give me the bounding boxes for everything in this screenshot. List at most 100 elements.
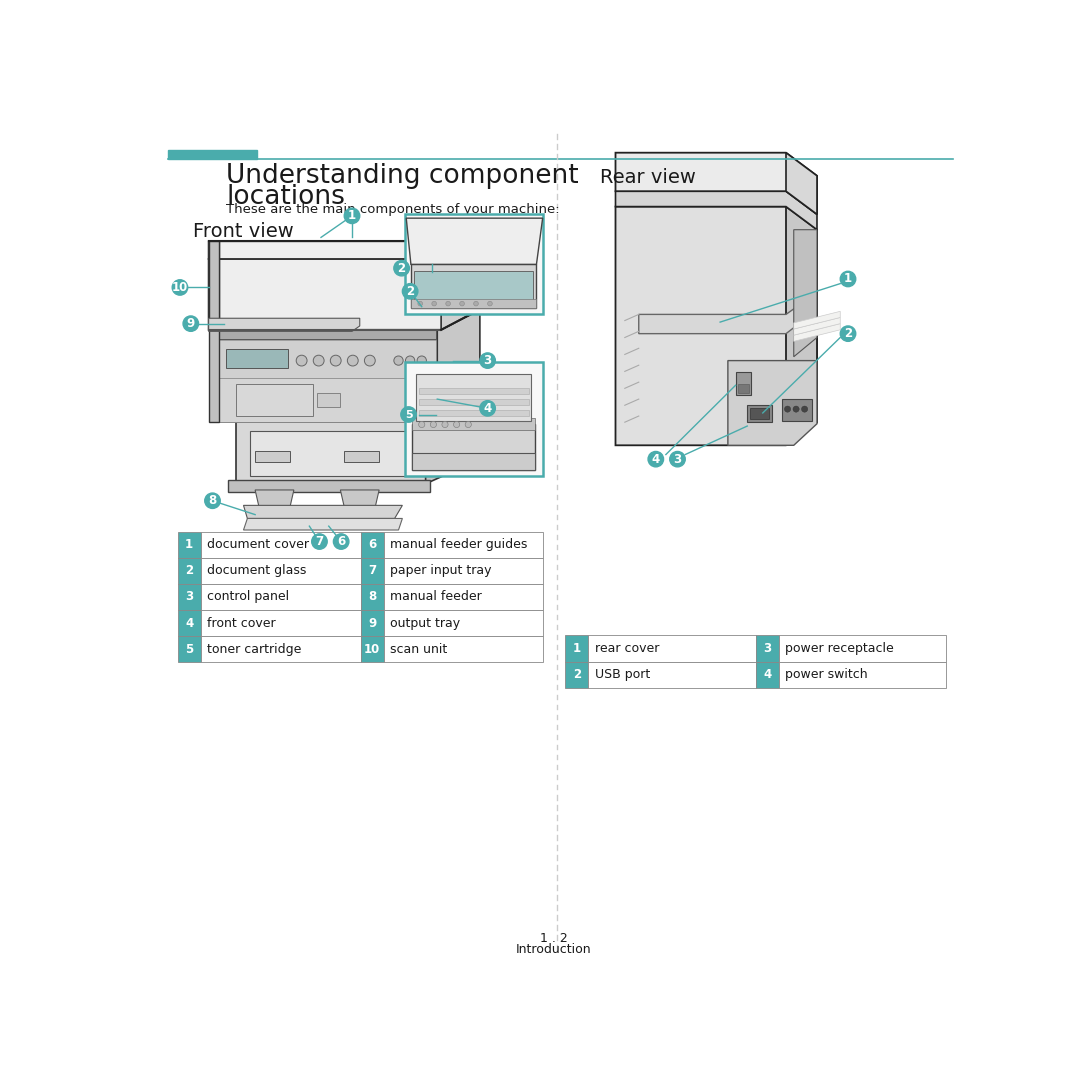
Circle shape [488,301,492,306]
Text: Understanding component: Understanding component [227,163,579,189]
Circle shape [474,301,478,306]
Text: Front view: Front view [193,222,294,241]
Text: USB port: USB port [595,669,650,681]
Polygon shape [410,265,537,308]
Circle shape [784,406,791,413]
Circle shape [442,421,448,428]
Text: 2: 2 [406,285,415,298]
Text: 1: 1 [185,538,193,551]
Circle shape [172,280,188,295]
Bar [383,610,543,636]
Circle shape [430,421,436,428]
Bar [413,418,535,430]
Circle shape [801,406,808,413]
Text: 3: 3 [484,354,491,367]
Polygon shape [235,422,426,484]
Text: 3: 3 [764,643,771,656]
Polygon shape [616,206,816,445]
Bar [419,400,529,405]
Text: 7: 7 [315,535,324,548]
Bar [565,662,589,688]
Text: rear cover: rear cover [595,643,659,656]
Text: 1: 1 [348,210,356,222]
Text: 5: 5 [405,409,413,419]
Text: 9: 9 [368,617,376,630]
Text: power receptacle: power receptacle [785,643,894,656]
Bar [345,451,379,462]
Text: Rear view: Rear view [600,168,696,187]
Bar [383,557,543,584]
Bar [419,410,529,416]
Text: 4: 4 [185,617,193,630]
Text: 2: 2 [397,261,406,274]
Polygon shape [255,490,294,507]
Bar [201,610,361,636]
Polygon shape [218,378,435,422]
Text: 10: 10 [364,643,380,656]
Bar [405,362,542,476]
Text: 3: 3 [185,591,193,604]
Text: Introduction: Introduction [515,943,592,956]
Bar [255,451,291,462]
Bar [779,635,946,662]
Text: locations: locations [227,184,346,210]
Text: scan unit: scan unit [390,643,447,656]
Bar [413,423,535,470]
Polygon shape [218,340,435,378]
Text: 9: 9 [187,318,194,330]
Text: power switch: power switch [785,669,868,681]
Polygon shape [243,505,403,518]
Circle shape [480,353,496,368]
Polygon shape [794,230,816,356]
Bar [235,383,313,416]
Circle shape [296,355,307,366]
Bar [361,584,383,610]
Polygon shape [794,311,840,329]
Bar [383,531,543,557]
Circle shape [417,356,427,365]
Bar [416,375,531,421]
Circle shape [183,316,199,332]
Text: manual feeder: manual feeder [390,591,482,604]
Bar [565,635,589,662]
Circle shape [312,534,327,550]
Circle shape [403,284,418,299]
Bar [167,150,257,159]
Bar [361,610,383,636]
Circle shape [418,301,422,306]
Polygon shape [638,295,813,334]
Polygon shape [216,329,437,422]
Text: 6: 6 [337,535,346,548]
Text: 6: 6 [368,538,376,551]
Text: 1 . 2: 1 . 2 [540,932,567,945]
Bar [227,349,288,368]
Bar [589,635,756,662]
Polygon shape [728,361,816,445]
Polygon shape [208,239,482,329]
Text: 2: 2 [185,565,193,578]
Bar [756,662,779,688]
Bar [177,610,201,636]
Polygon shape [218,329,435,339]
Polygon shape [794,324,840,341]
Text: 8: 8 [208,495,217,508]
Bar [177,557,201,584]
Text: These are the main components of your machine:: These are the main components of your ma… [227,203,561,216]
Bar [201,584,361,610]
Polygon shape [441,224,482,329]
Polygon shape [208,319,360,332]
Polygon shape [340,490,379,507]
Bar [735,373,751,395]
Bar [383,584,543,610]
Text: 2: 2 [572,669,581,681]
Text: document cover: document cover [207,538,309,551]
Polygon shape [243,518,403,530]
Bar [177,636,201,662]
Polygon shape [616,152,816,214]
Circle shape [670,451,685,467]
Text: paper input tray: paper input tray [390,565,491,578]
Text: 1: 1 [843,272,852,285]
Text: toner cartridge: toner cartridge [207,643,301,656]
Bar [410,299,537,308]
Text: front cover: front cover [207,617,275,630]
